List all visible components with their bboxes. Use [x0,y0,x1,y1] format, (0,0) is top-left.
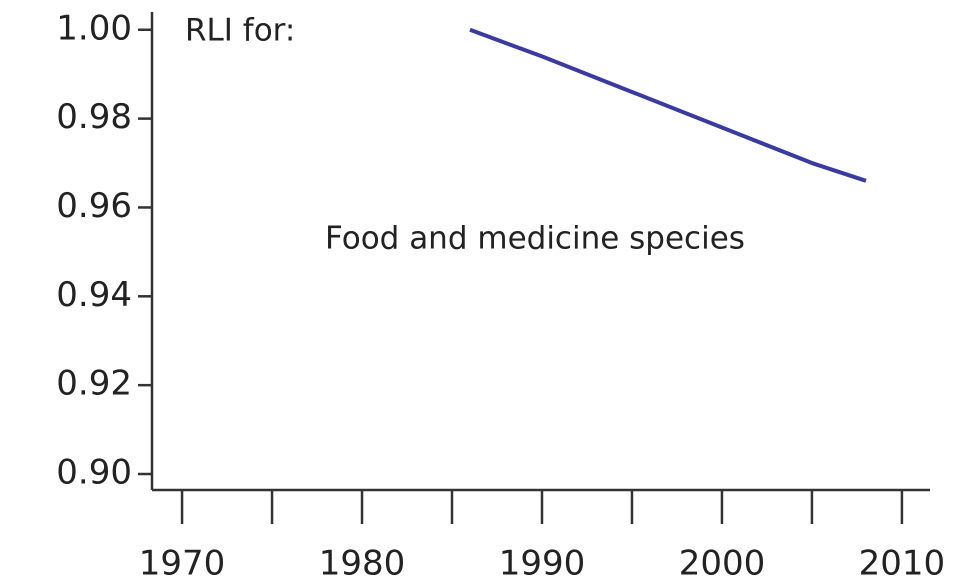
y-tick-label: 0.96 [56,186,132,226]
x-tick-label: 2000 [679,544,766,582]
x-tick-label: 1970 [139,544,226,582]
y-tick-label: 0.94 [56,275,132,315]
y-tick-label: 0.90 [56,453,132,493]
y-tick-label: 0.92 [56,364,132,404]
y-tick-label: 0.98 [56,97,132,137]
line-series [469,27,867,183]
x-tick-label: 1990 [499,544,586,582]
x-tick-label: 2010 [859,544,946,582]
annotation: Food and medicine species [325,221,745,257]
chart-title: RLI for: [185,13,295,49]
x-tick-label: 1980 [319,544,406,582]
y-tick-label: 1.00 [56,8,132,48]
